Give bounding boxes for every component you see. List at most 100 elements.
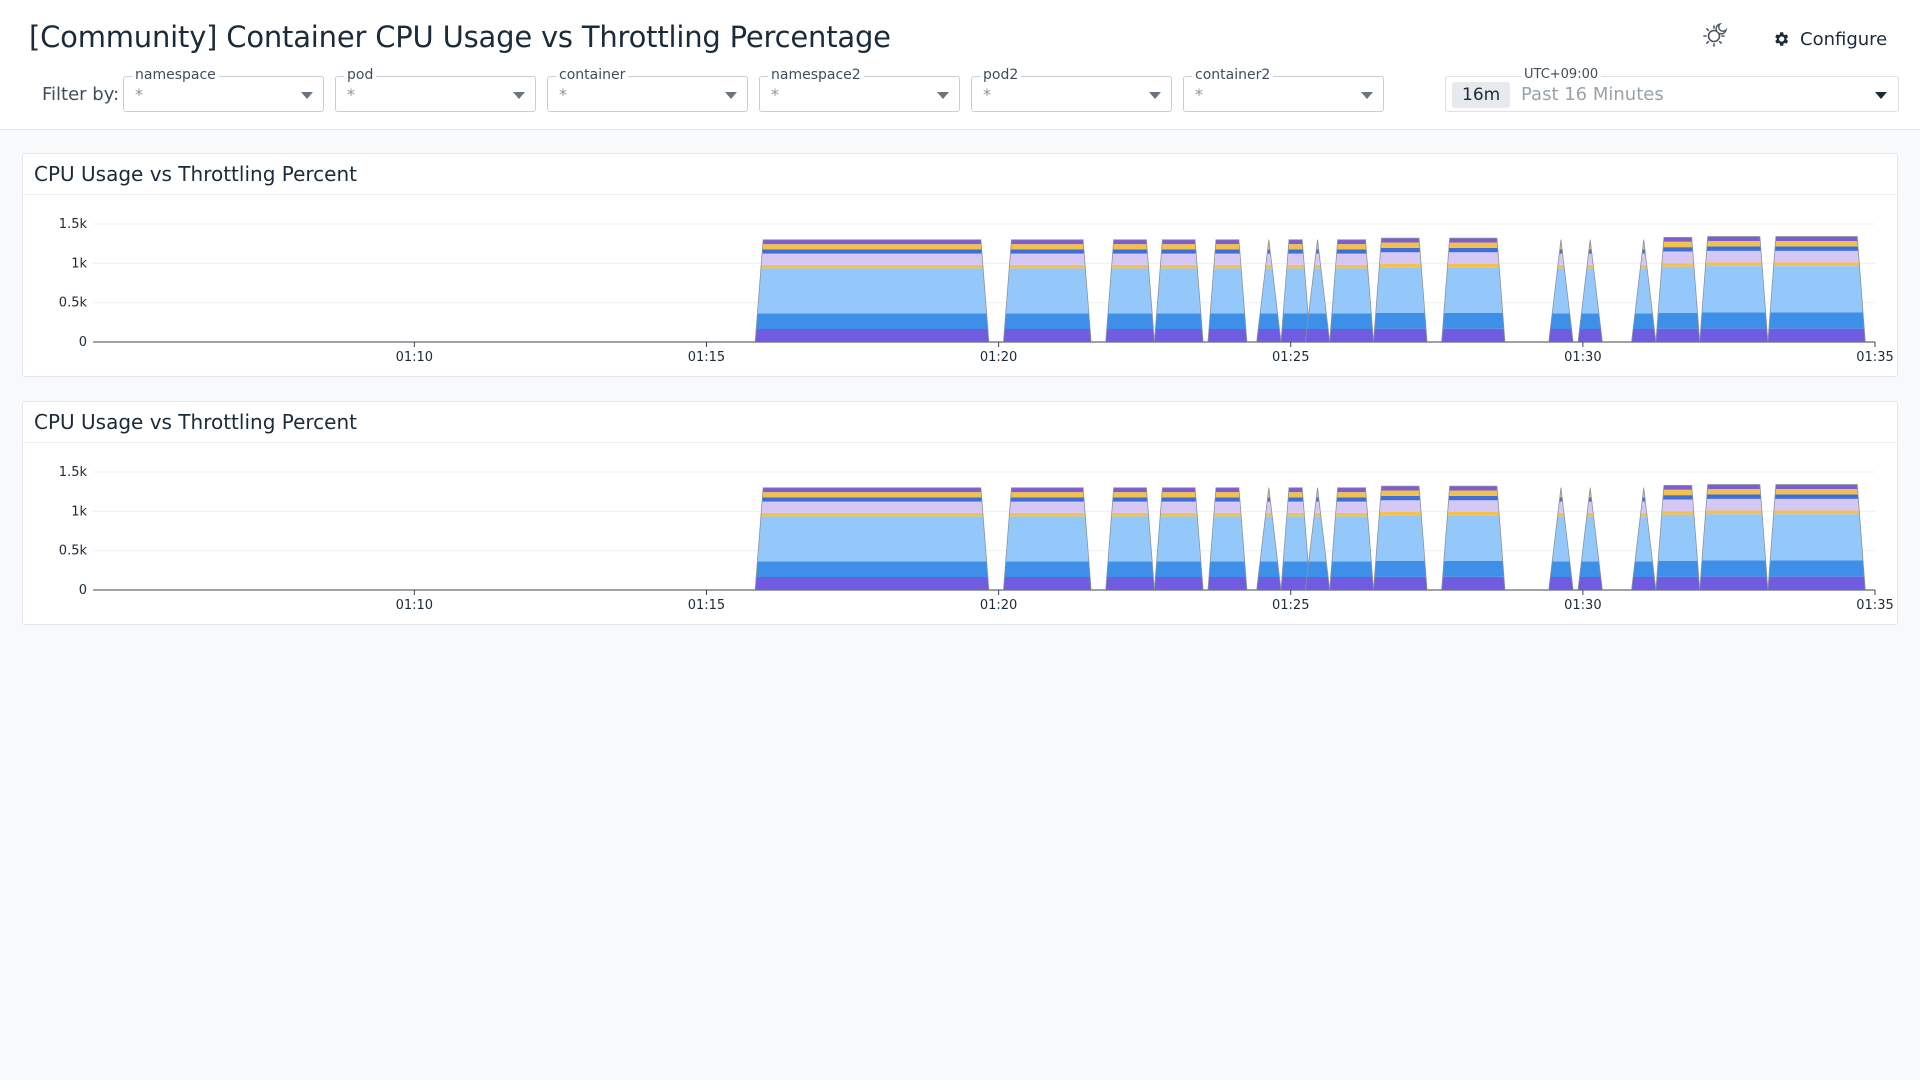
x-tick-label: 01:35 [1856, 350, 1893, 365]
area-segment [1441, 485, 1506, 591]
series-area [1335, 253, 1368, 265]
series-area [1449, 238, 1498, 243]
series-outline [1655, 236, 1701, 343]
series-area [1258, 313, 1280, 329]
series-area [1578, 577, 1603, 590]
series-area [1587, 501, 1594, 513]
series-area [1004, 313, 1091, 329]
series-area [1655, 328, 1700, 342]
filter-namespace2[interactable]: namespace2 * [759, 66, 960, 112]
x-tick-label: 01:10 [396, 598, 433, 613]
caret-down-icon [1149, 92, 1161, 99]
series-area [1161, 244, 1196, 250]
series-area [1550, 313, 1572, 329]
series-outline [1105, 487, 1155, 591]
series-area [1214, 253, 1241, 265]
caret-down-icon [1361, 92, 1373, 99]
series-area [1447, 511, 1500, 516]
area-segment [754, 239, 990, 343]
y-tick-label: 0 [79, 583, 87, 598]
series-outline [1767, 484, 1866, 591]
filter-pod[interactable]: pod * [335, 66, 536, 112]
series-area [1447, 252, 1499, 264]
series-area [1448, 242, 1498, 248]
series-area [1775, 484, 1858, 490]
series-area [1267, 497, 1271, 502]
area-segment [754, 487, 990, 591]
x-tick-label: 01:30 [1564, 350, 1601, 365]
filter-container2[interactable]: container2 * [1183, 66, 1384, 112]
timeseries-widget-1: CPU Usage vs Throttling Percent 0 0.5k 1k 1… [22, 153, 1898, 377]
series-area [1314, 501, 1321, 513]
series-area [1160, 501, 1198, 513]
series-area [1314, 253, 1321, 265]
series-area [1658, 266, 1698, 313]
series-area [1448, 495, 1499, 501]
series-area [1442, 560, 1504, 577]
series-area [760, 512, 984, 517]
series-area [1336, 492, 1367, 498]
area-segment [1105, 239, 1155, 343]
series-area [1162, 239, 1196, 245]
filter-container[interactable]: container * [547, 66, 748, 112]
area-segment [1631, 487, 1657, 591]
area-segment [1699, 484, 1769, 591]
area-segment [1003, 239, 1092, 343]
series-outline [1154, 487, 1204, 591]
series-area [1106, 561, 1154, 577]
series-area [1111, 264, 1149, 269]
filter-label: namespace [132, 66, 219, 84]
series-area [1559, 249, 1563, 254]
series-area [1706, 494, 1761, 499]
series-outline [1003, 239, 1092, 343]
series-area [1379, 252, 1422, 264]
cpu-throttling-chart[interactable]: 0 0.5k 1k 1.5k 01:10 01:15 01:20 01:25 01:30 01:3… [23, 402, 1899, 626]
series-area [1282, 313, 1310, 329]
x-tick-label: 01:10 [396, 350, 433, 365]
gear-icon [1775, 32, 1789, 46]
series-area [1447, 500, 1499, 512]
series-outline [1655, 484, 1701, 591]
series-area [1156, 268, 1201, 314]
series-outline [1548, 239, 1574, 343]
area-segment [1304, 239, 1331, 343]
series-area [1379, 511, 1422, 516]
series-area [1441, 328, 1505, 342]
series-area [1640, 501, 1647, 513]
timeseries-widget-2: CPU Usage vs Throttling Percent 0 0.5k 1k 1… [22, 401, 1898, 625]
area-segment [1373, 485, 1428, 591]
filter-pod2[interactable]: pod2 * [971, 66, 1172, 112]
series-area [1112, 492, 1148, 498]
series-area [1448, 247, 1499, 253]
series-area [1265, 501, 1272, 513]
series-area [1010, 497, 1085, 502]
series-area [1010, 244, 1084, 250]
y-tick-label: 1.5k [59, 465, 88, 480]
filter-label: pod [344, 66, 377, 84]
series-area [1633, 561, 1655, 577]
series-area [1154, 329, 1204, 342]
series-area [1447, 263, 1500, 268]
area-segment [1577, 239, 1603, 343]
time-range-picker[interactable]: UTC+09:00 16m Past 16 Minutes [1445, 66, 1899, 112]
series-area [1288, 244, 1303, 250]
series-area [1662, 247, 1693, 252]
series-area [1215, 244, 1240, 250]
theme-toggle-button[interactable] [1700, 20, 1730, 50]
x-tick-label: 01:15 [688, 598, 725, 613]
series-area [1315, 249, 1320, 254]
configure-button[interactable]: Configure [1772, 24, 1887, 54]
series-area [1642, 249, 1646, 254]
series-area [1161, 249, 1197, 254]
caret-down-icon [513, 92, 525, 99]
series-area [1663, 489, 1693, 496]
series-area [1379, 263, 1422, 268]
series-area [1557, 253, 1564, 265]
series-area [1655, 576, 1700, 590]
series-area [1707, 484, 1761, 490]
filter-namespace[interactable]: namespace * [123, 66, 324, 112]
series-outline [1304, 239, 1331, 343]
filter-by-label: Filter by: [42, 84, 120, 105]
series-area [1633, 313, 1655, 329]
cpu-throttling-chart[interactable]: 0 0.5k 1k 1.5k 01:10 01:15 01:20 01:25 01:30 01:3… [23, 154, 1899, 378]
